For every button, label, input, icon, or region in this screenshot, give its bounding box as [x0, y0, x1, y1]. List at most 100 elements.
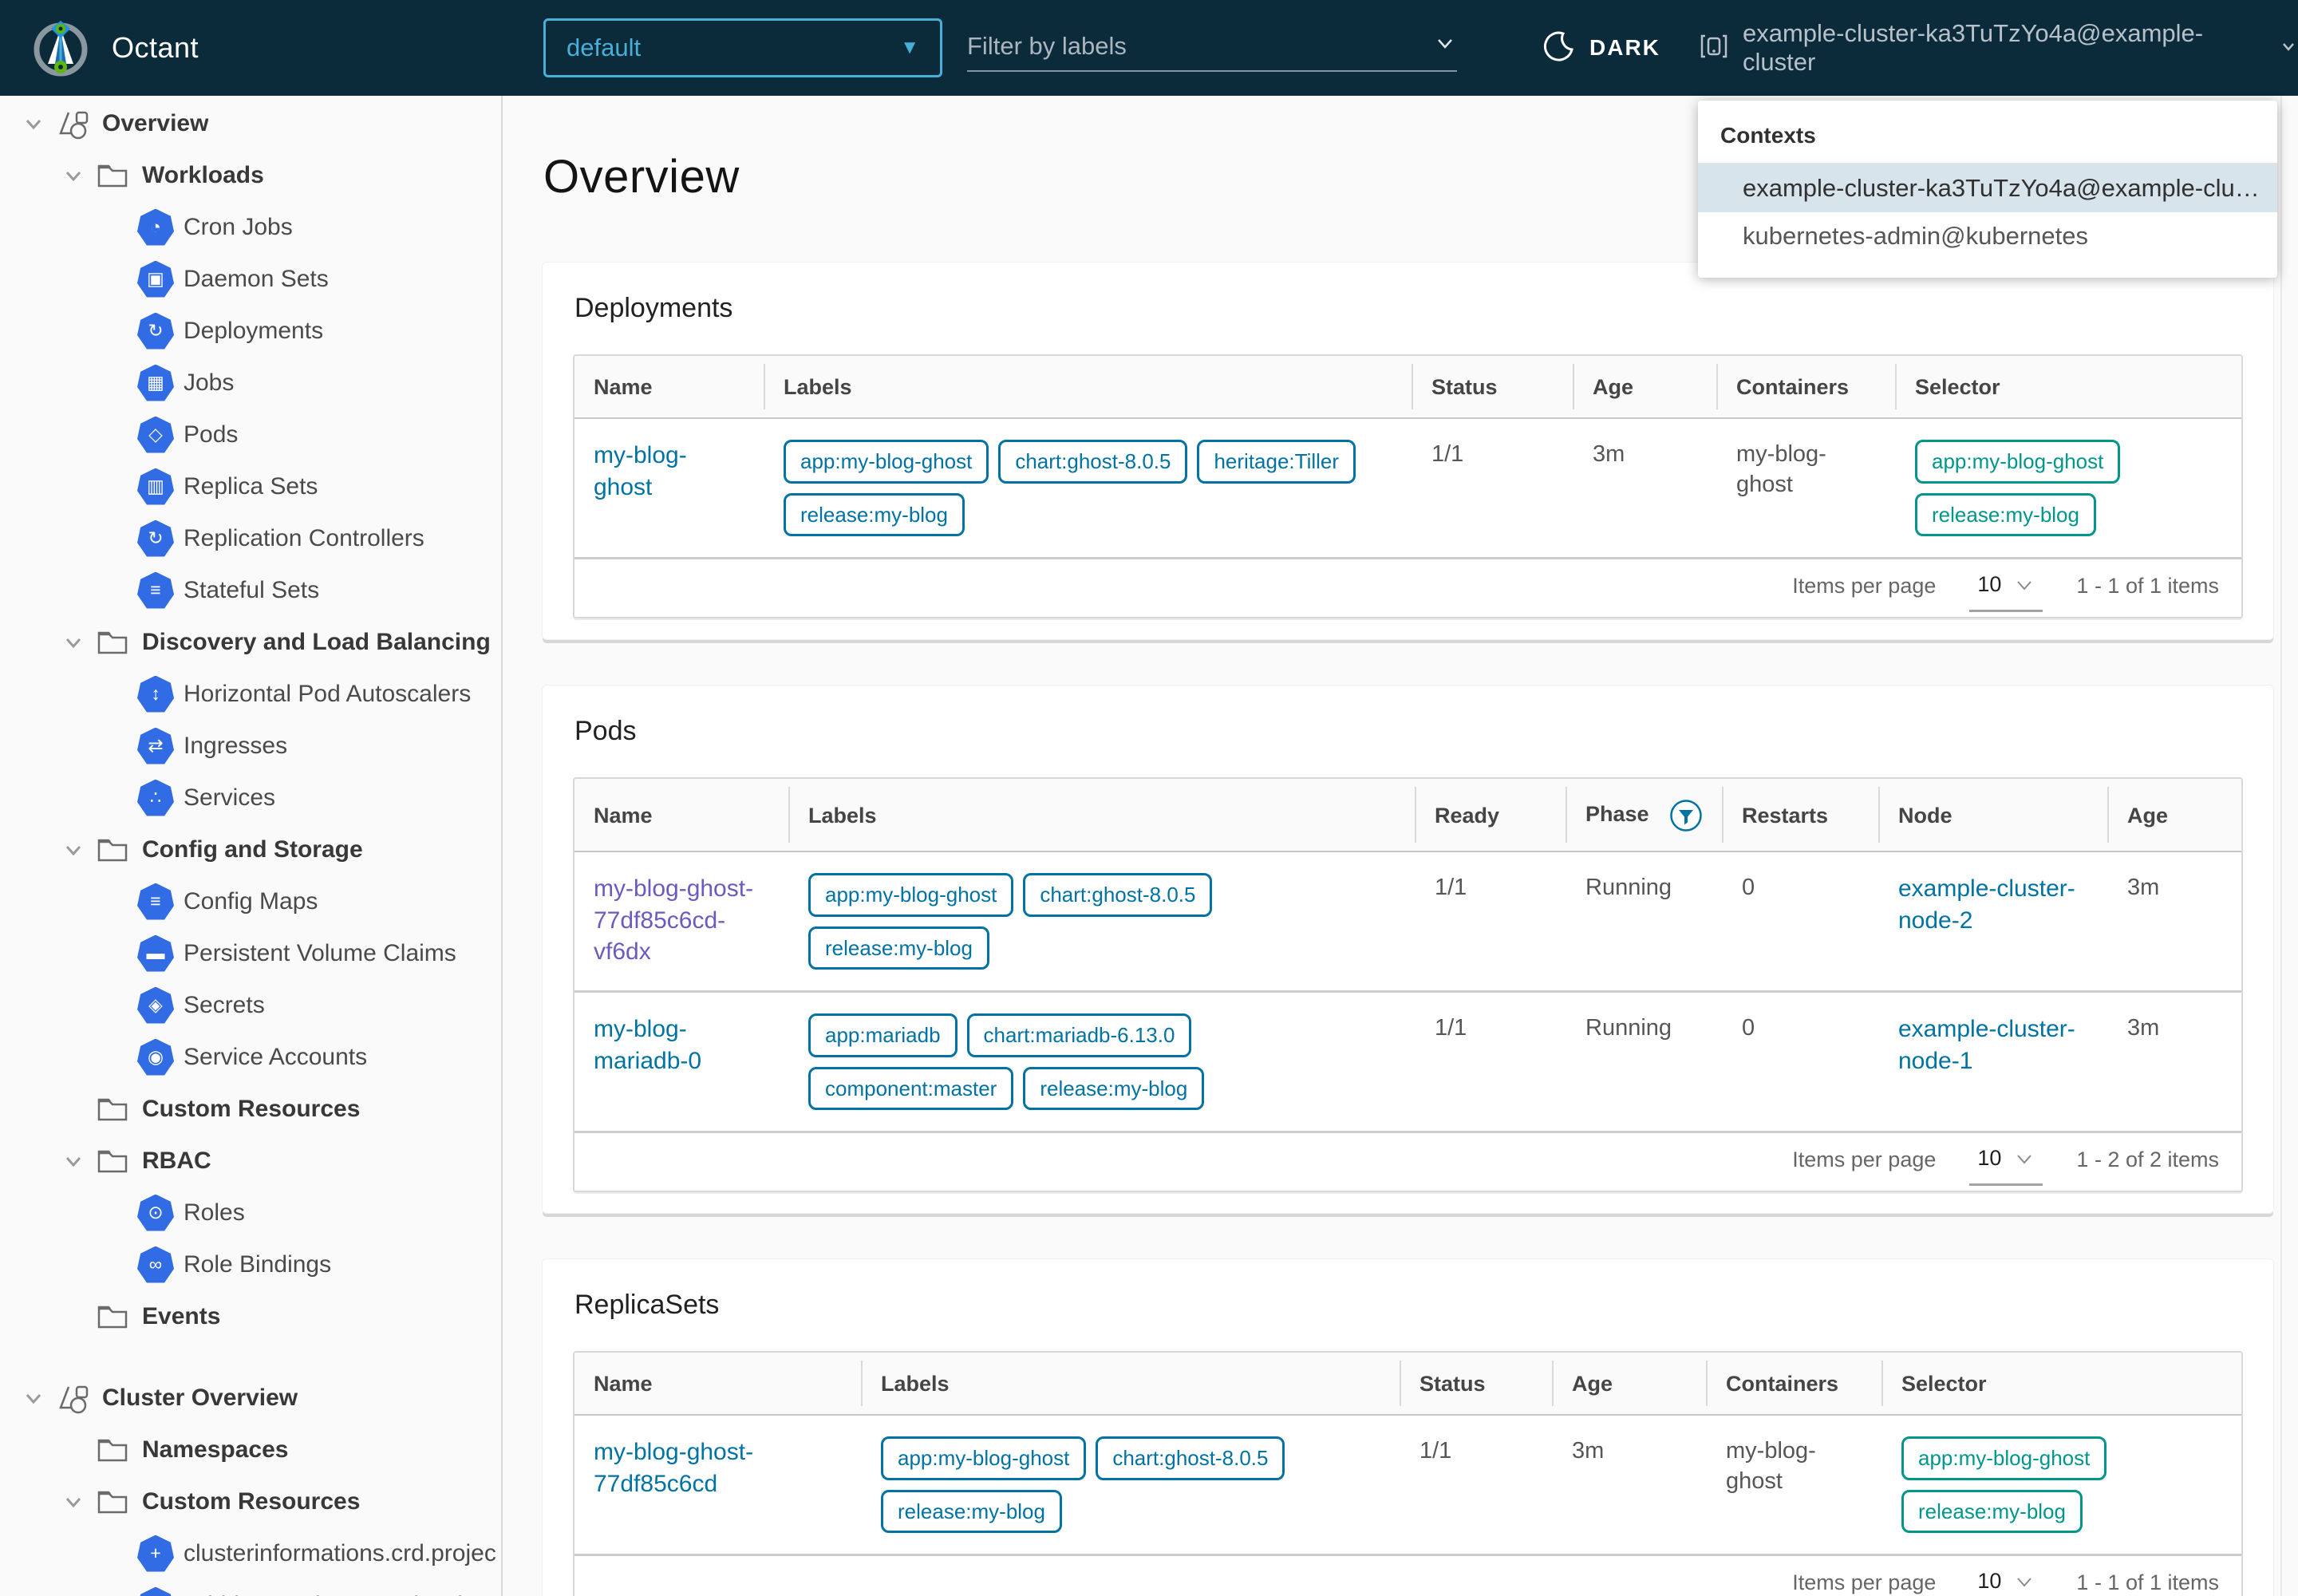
- sidebar-item-discovery-and-load-balancing[interactable]: Discovery and Load Balancing: [0, 616, 501, 668]
- sidebar-item-label: Daemon Sets: [184, 265, 329, 292]
- sidebar-item-label: Persistent Volume Claims: [184, 939, 456, 966]
- sidebar-item-csidrivers-csi-storage-k8s-io[interactable]: +csidrivers.csi.storage.k8s.io: [0, 1579, 501, 1596]
- label-filter-input[interactable]: Filter by labels: [967, 22, 1457, 72]
- label-tag[interactable]: app:my-blog-ghost: [881, 1436, 1087, 1480]
- sidebar-item-custom-resources[interactable]: Custom Resources: [0, 1476, 501, 1527]
- chevron-down-icon[interactable]: [51, 630, 96, 654]
- label-tag[interactable]: release:my-blog: [1915, 492, 2096, 536]
- sidebar-item-cron-jobs[interactable]: ◔ Cron Jobs: [0, 201, 501, 253]
- sidebar-item-namespaces[interactable]: Namespaces: [0, 1424, 501, 1476]
- sidebar-item-rbac[interactable]: RBAC: [0, 1135, 501, 1187]
- theme-toggle[interactable]: DARK: [1543, 0, 1660, 96]
- column-header-age: Age: [1573, 356, 1717, 419]
- column-header-age: Age: [1552, 1353, 1707, 1416]
- name-cell: my-blog-mariadb-0: [574, 990, 789, 1131]
- sidebar-item-overview[interactable]: Overview: [0, 97, 501, 149]
- page-size-select[interactable]: 10: [1969, 1569, 2043, 1596]
- sidebar-item-persistent-volume-claims[interactable]: ▬ Persistent Volume Claims: [0, 927, 501, 979]
- chevron-down-icon[interactable]: [51, 1149, 96, 1173]
- page-size-select[interactable]: 10: [1969, 572, 2043, 612]
- chevron-down-icon: [2279, 37, 2298, 60]
- table-row: my-blog-mariadb-0 app:mariadb chart:mariad…: [574, 990, 2241, 1131]
- chevron-down-icon[interactable]: [11, 1386, 56, 1410]
- sidebar-item-label: csidrivers.csi.storage.k8s.io: [184, 1592, 476, 1596]
- label-tag[interactable]: chart:ghost-8.0.5: [1096, 1436, 1285, 1480]
- sidebar-item-config-maps[interactable]: ≡ Config Maps: [0, 875, 501, 927]
- column-header-name: Name: [574, 356, 764, 419]
- label-tag[interactable]: release:my-blog: [808, 926, 989, 970]
- chevron-down-icon[interactable]: [11, 112, 56, 136]
- roles-icon: ⊙: [137, 1194, 184, 1231]
- sidebar-item-custom-resources[interactable]: Custom Resources: [0, 1083, 501, 1135]
- label-tag[interactable]: app:my-blog-ghost: [1915, 440, 2121, 484]
- sidebar-item-label: Overview: [102, 109, 209, 136]
- replication-controllers-icon: ↻: [137, 519, 184, 557]
- sidebar-item-daemon-sets[interactable]: ▣ Daemon Sets: [0, 253, 501, 305]
- resource-link[interactable]: my-blog-ghost: [594, 442, 687, 500]
- page-size-select[interactable]: 10: [1969, 1146, 2043, 1186]
- sidebar-item-config-and-storage[interactable]: Config and Storage: [0, 824, 501, 875]
- label-tag[interactable]: heritage:Tiller: [1197, 440, 1356, 484]
- filter-icon[interactable]: [1649, 800, 1704, 832]
- sidebar-item-deployments[interactable]: ↻ Deployments: [0, 305, 501, 357]
- label-tag[interactable]: component:master: [808, 1066, 1014, 1110]
- sidebar-item-roles[interactable]: ⊙ Roles: [0, 1187, 501, 1238]
- label-tag[interactable]: chart:ghost-8.0.5: [998, 440, 1188, 484]
- column-header-label: Selector: [1915, 375, 2000, 399]
- sidebar-item-ingresses[interactable]: ⇄ Ingresses: [0, 720, 501, 772]
- sidebar-item-pods[interactable]: ◇ Pods: [0, 409, 501, 460]
- sidebar-item-events[interactable]: Events: [0, 1290, 501, 1342]
- sidebar-item-workloads[interactable]: Workloads: [0, 149, 501, 201]
- sidebar-item-services[interactable]: ∴ Services: [0, 772, 501, 824]
- sidebar-item-jobs[interactable]: ▦ Jobs: [0, 357, 501, 409]
- label-tag[interactable]: chart:ghost-8.0.5: [1023, 873, 1213, 917]
- context-option-kubernetes-admin-kubernetes[interactable]: kubernetes-admin@kubernetes: [1743, 222, 2088, 250]
- page-size-value: 10: [1977, 1569, 2002, 1593]
- cell-text: Running: [1566, 990, 1723, 1131]
- app-title: Octant: [112, 31, 199, 64]
- sidebar-item-label: Cluster Overview: [102, 1384, 298, 1411]
- label-tag[interactable]: app:my-blog-ghost: [1901, 1436, 2107, 1480]
- context-option-example-cluster-ka3tutzyo4a-example-clu[interactable]: example-cluster-ka3TuTzYo4a@example-clu…: [1698, 164, 2277, 212]
- column-header-label: Selector: [1901, 1372, 1987, 1396]
- sidebar-item-horizontal-pod-autoscalers[interactable]: ↕ Horizontal Pod Autoscalers: [0, 668, 501, 720]
- sidebar-item-secrets[interactable]: ◈ Secrets: [0, 979, 501, 1031]
- label-tag[interactable]: release:my-blog: [1901, 1489, 2083, 1533]
- sidebar-item-replica-sets[interactable]: ▥ Replica Sets: [0, 460, 501, 512]
- label-tag[interactable]: app:my-blog-ghost: [784, 440, 989, 484]
- context-selector[interactable]: example-cluster-ka3TuTzYo4a@example-clus…: [1698, 0, 2298, 96]
- selector-cell: app:my-blog-ghost release:my-blog: [1882, 1415, 2241, 1554]
- column-header-label: Node: [1898, 803, 1953, 828]
- label-tag[interactable]: app:my-blog-ghost: [808, 873, 1014, 917]
- sidebar-item-label: Roles: [184, 1199, 245, 1226]
- sidebar-item-service-accounts[interactable]: ◉ Service Accounts: [0, 1031, 501, 1083]
- resource-link[interactable]: example-cluster-node-1: [1898, 1016, 2075, 1074]
- sidebar-item-stateful-sets[interactable]: ≡ Stateful Sets: [0, 564, 501, 616]
- namespace-select[interactable]: default ▼: [543, 18, 942, 77]
- service-accounts-icon: ◉: [137, 1038, 184, 1076]
- label-tag[interactable]: release:my-blog: [784, 492, 965, 536]
- resource-link[interactable]: my-blog-ghost-77df85c6cd: [594, 1439, 754, 1497]
- name-cell: example-cluster-node-2: [1879, 851, 2108, 992]
- label-tag[interactable]: app:mariadb: [808, 1013, 958, 1057]
- sidebar-item-cluster-overview[interactable]: Cluster Overview: [0, 1372, 501, 1424]
- chevron-down-icon[interactable]: [51, 838, 96, 862]
- config-maps-icon: ≡: [137, 883, 184, 920]
- cell-text: 3m: [2127, 875, 2160, 900]
- sidebar-item-role-bindings[interactable]: ∞ Role Bindings: [0, 1238, 501, 1290]
- sidebar-item-clusterinformations-crd-projec[interactable]: + clusterinformations.crd.projec: [0, 1527, 501, 1579]
- resource-link[interactable]: my-blog-ghost-77df85c6cd-vf6dx: [594, 875, 754, 966]
- column-header-phase: Phase: [1566, 779, 1723, 852]
- resource-link[interactable]: my-blog-mariadb-0: [594, 1016, 702, 1074]
- sidebar-item-label: Ingresses: [184, 732, 288, 759]
- label-tag[interactable]: release:my-blog: [881, 1489, 1062, 1533]
- column-header-containers: Containers: [1706, 1353, 1882, 1416]
- label-tag[interactable]: release:my-blog: [1023, 1066, 1205, 1110]
- sidebar-item-replication-controllers[interactable]: ↻ Replication Controllers: [0, 512, 501, 564]
- resource-link[interactable]: example-cluster-node-2: [1898, 875, 2075, 934]
- label-tag[interactable]: chart:mariadb-6.13.0: [966, 1013, 1192, 1057]
- chevron-down-icon[interactable]: [51, 1490, 96, 1514]
- cell-text: 0: [1723, 990, 1879, 1131]
- chevron-down-icon[interactable]: [51, 164, 96, 188]
- chevron-down-icon: [1433, 31, 1457, 61]
